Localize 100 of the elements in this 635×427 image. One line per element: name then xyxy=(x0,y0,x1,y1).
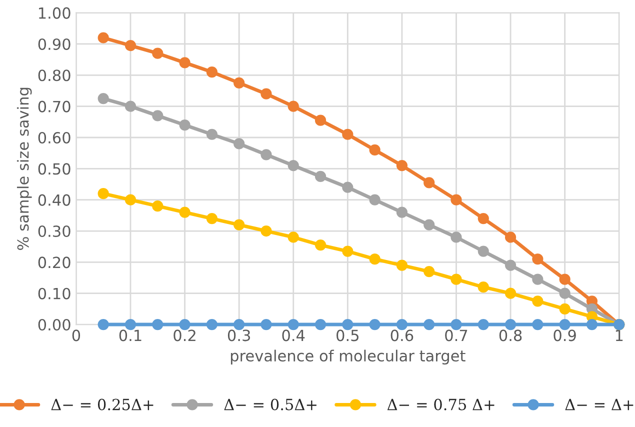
point xyxy=(396,206,408,218)
y-tick-label: 1.00 xyxy=(39,7,70,19)
point xyxy=(234,77,245,88)
point xyxy=(532,254,544,265)
x-tick-label: 0.6 xyxy=(390,330,414,342)
point xyxy=(450,194,462,206)
y-axis-title: % sample size saving xyxy=(16,88,32,250)
point xyxy=(559,288,570,299)
point xyxy=(124,194,136,206)
point xyxy=(179,119,190,131)
y-tick-label: 0.60 xyxy=(38,132,70,144)
y-tick-label: 0.90 xyxy=(38,38,70,50)
x-tick-label: 0.3 xyxy=(228,330,250,342)
x-tick-label: 0.1 xyxy=(119,330,142,342)
legend-label: Δ− = 0.5Δ+ xyxy=(224,398,316,410)
point xyxy=(260,88,272,100)
y-tick-label: 0.30 xyxy=(38,225,70,238)
point xyxy=(504,288,516,299)
point xyxy=(504,318,516,330)
point xyxy=(152,200,164,212)
point xyxy=(559,318,570,330)
point xyxy=(234,138,245,150)
point xyxy=(260,149,272,160)
y-tick-label: 0.10 xyxy=(38,288,70,300)
point xyxy=(424,219,435,230)
x-tick-label: 0.8 xyxy=(499,330,522,342)
point xyxy=(260,225,272,237)
point xyxy=(424,318,435,330)
x-tick-label: 0.9 xyxy=(554,330,576,342)
point xyxy=(152,110,164,122)
point xyxy=(450,232,462,243)
point xyxy=(288,232,299,243)
point xyxy=(450,318,462,330)
point xyxy=(206,66,218,78)
x-tick-label: 0.4 xyxy=(282,330,305,342)
legend-label: Δ− = 0.75 Δ+ xyxy=(387,398,494,410)
point xyxy=(369,318,380,330)
point xyxy=(396,160,408,172)
x-tick-label: 1 xyxy=(616,330,623,341)
point xyxy=(152,48,164,59)
y-tick-label: 0.50 xyxy=(38,163,70,175)
point xyxy=(478,212,489,224)
point xyxy=(586,318,598,330)
point xyxy=(559,303,570,314)
point xyxy=(124,40,136,52)
point xyxy=(478,318,489,330)
point xyxy=(532,318,544,330)
x-tick-label: 0.2 xyxy=(174,330,196,342)
y-tick-label: 0.20 xyxy=(38,256,70,268)
point xyxy=(314,114,326,126)
legend-label: Δ− = Δ+ xyxy=(565,398,634,410)
point xyxy=(98,318,109,330)
point xyxy=(314,170,326,182)
y-tick-label: 0.70 xyxy=(38,100,70,112)
point xyxy=(234,318,245,330)
x-axis-title: prevalence of molecular target xyxy=(230,350,466,365)
y-tick-label: 0.40 xyxy=(38,194,70,206)
point xyxy=(98,32,109,44)
point xyxy=(478,282,489,293)
point xyxy=(559,274,570,285)
legend-label: Δ− = 0.25Δ+ xyxy=(51,398,154,410)
point xyxy=(532,274,544,285)
x-tick-label: 0.7 xyxy=(445,330,468,342)
point xyxy=(424,266,435,278)
point xyxy=(396,260,408,271)
point xyxy=(179,318,190,330)
point xyxy=(450,274,462,285)
point xyxy=(396,318,408,330)
point xyxy=(424,177,435,188)
y-tick-label: 0.00 xyxy=(38,318,70,331)
point xyxy=(179,206,190,218)
point xyxy=(342,246,354,257)
point xyxy=(532,296,544,307)
point xyxy=(206,318,218,330)
point xyxy=(124,318,136,330)
point xyxy=(98,92,109,104)
point xyxy=(260,318,272,330)
point xyxy=(206,128,218,140)
y-tick-label: 0.80 xyxy=(38,70,70,82)
point xyxy=(288,100,299,112)
point xyxy=(314,239,326,251)
point xyxy=(206,212,218,224)
point xyxy=(369,254,380,265)
point xyxy=(179,57,190,68)
point xyxy=(98,188,109,200)
point xyxy=(314,318,326,330)
x-tick-label: 0.5 xyxy=(336,330,358,342)
point xyxy=(288,318,299,330)
point xyxy=(478,246,489,257)
point xyxy=(369,144,380,156)
point xyxy=(369,194,380,206)
point xyxy=(342,128,354,140)
point xyxy=(342,182,354,193)
point xyxy=(234,219,245,230)
x-tick-label: 0 xyxy=(72,330,80,342)
point xyxy=(124,100,136,112)
point xyxy=(342,318,354,330)
point xyxy=(288,160,299,172)
point xyxy=(504,232,516,243)
point xyxy=(504,260,516,271)
